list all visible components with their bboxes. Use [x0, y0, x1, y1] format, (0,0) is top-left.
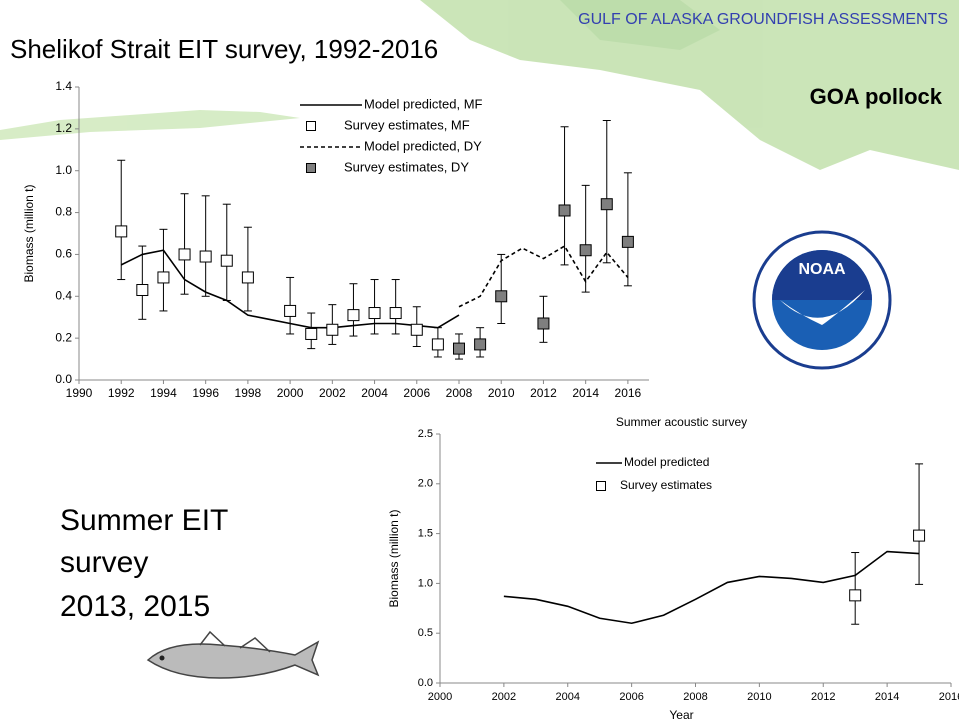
x-tick-label: 1998	[235, 386, 262, 400]
x-tick-label: 2016	[939, 691, 959, 703]
x-tick-label: 2010	[747, 691, 771, 703]
survey-point	[347, 309, 360, 322]
legend-label: Survey estimates, DY	[344, 159, 469, 174]
x-tick-label: 2008	[683, 691, 707, 703]
legend-label: Survey estimates	[620, 478, 712, 492]
x-tick-label: 1994	[150, 386, 177, 400]
y-tick-label: 1.4	[55, 79, 72, 93]
survey-point	[178, 248, 191, 261]
chart-title: Summer acoustic survey	[616, 415, 747, 429]
x-tick-label: 2012	[530, 386, 557, 400]
y-axis-label: Biomass (million t)	[22, 184, 36, 282]
survey-point	[410, 323, 423, 336]
survey-point	[220, 254, 233, 267]
survey-point	[136, 284, 149, 297]
x-tick-label: 2002	[492, 691, 516, 703]
x-tick-label: 1990	[66, 386, 93, 400]
x-tick-label: 1992	[108, 386, 135, 400]
x-tick-label: 2000	[428, 691, 452, 703]
survey-point	[305, 327, 318, 340]
header: GULF OF ALASKA GROUNDFISH ASSESSMENTS	[578, 11, 948, 28]
x-tick-label: 1996	[192, 386, 219, 400]
survey-point	[849, 589, 862, 602]
fish	[146, 630, 320, 679]
y-tick-label: 1.0	[418, 577, 433, 589]
y-tick-label: 1.5	[418, 528, 433, 540]
x-tick-label: 2000	[277, 386, 304, 400]
survey-point	[913, 529, 926, 542]
y-tick-label: 0.4	[55, 288, 72, 302]
species-label: GOA pollock	[810, 84, 943, 109]
logo-text: NOAA	[798, 261, 846, 278]
x-tick-label: 2012	[811, 691, 835, 703]
noaa-logo: NOAA	[752, 230, 892, 370]
x-tick-label: 2006	[403, 386, 430, 400]
legend-label: Model predicted	[624, 455, 709, 469]
survey-point	[115, 225, 128, 238]
x-tick-label: 2002	[319, 386, 346, 400]
summer-text: Summer EIT	[60, 504, 228, 537]
slide-title: Shelikof Strait EIT survey, 1992-2016	[10, 34, 438, 64]
series-line	[458, 244, 629, 308]
chart: 0.0 0.2 0.4 0.6 0.8 1.0 1.2 1.4 1990 1992 1994 1996…	[22, 79, 649, 400]
survey-point	[621, 235, 634, 248]
y-tick-label: 0.5	[418, 627, 433, 639]
survey-point	[453, 342, 465, 355]
y-tick-label: 0.0	[55, 372, 72, 386]
legend-swatch	[596, 481, 606, 491]
survey-point	[537, 317, 550, 330]
survey-point	[199, 250, 212, 263]
x-tick-label: 2010	[488, 386, 515, 400]
y-tick-label: 0.6	[55, 247, 72, 261]
summer-text: survey	[60, 546, 148, 579]
x-tick-label: 2006	[619, 691, 643, 703]
y-axis-label: Biomass (million t)	[387, 509, 401, 607]
legend-swatch	[306, 121, 316, 131]
x-tick-label: 2004	[556, 691, 580, 703]
y-tick-label: 2.0	[418, 478, 433, 490]
survey-point	[284, 304, 297, 317]
y-tick-label: 0.0	[418, 677, 433, 689]
survey-point	[157, 271, 170, 284]
series-line	[503, 550, 920, 625]
y-tick-label: 0.2	[55, 330, 72, 344]
survey-point	[326, 323, 339, 336]
x-axis-label: Year	[669, 708, 693, 722]
survey-point	[474, 338, 487, 351]
x-tick-label: 2014	[875, 691, 899, 703]
survey-point	[241, 271, 254, 284]
chart: 0.0 0.5 1.0 1.5 2.0 2.5 2000 2002 2004 2006 2008 20…	[387, 415, 959, 722]
map-background	[0, 0, 959, 170]
survey-point	[431, 338, 444, 351]
survey-point	[600, 198, 613, 211]
legend-label: Survey estimates, MF	[344, 117, 470, 132]
y-tick-label: 1.2	[55, 121, 72, 135]
legend-label: Model predicted, MF	[364, 96, 483, 111]
summer-text: 2013, 2015	[60, 590, 210, 623]
survey-point	[579, 244, 592, 257]
legend-swatch	[306, 163, 316, 173]
survey-point	[495, 290, 508, 303]
legend-label: Model predicted, DY	[364, 138, 482, 153]
x-tick-label: 2016	[615, 386, 642, 400]
y-tick-label: 2.5	[418, 428, 433, 440]
survey-point	[368, 307, 381, 320]
y-tick-label: 1.0	[55, 163, 72, 177]
survey-point	[389, 307, 402, 320]
x-tick-label: 2008	[446, 386, 473, 400]
x-tick-label: 2004	[361, 386, 388, 400]
x-tick-label: 2014	[572, 386, 599, 400]
survey-point	[558, 204, 571, 217]
y-tick-label: 0.8	[55, 205, 72, 219]
